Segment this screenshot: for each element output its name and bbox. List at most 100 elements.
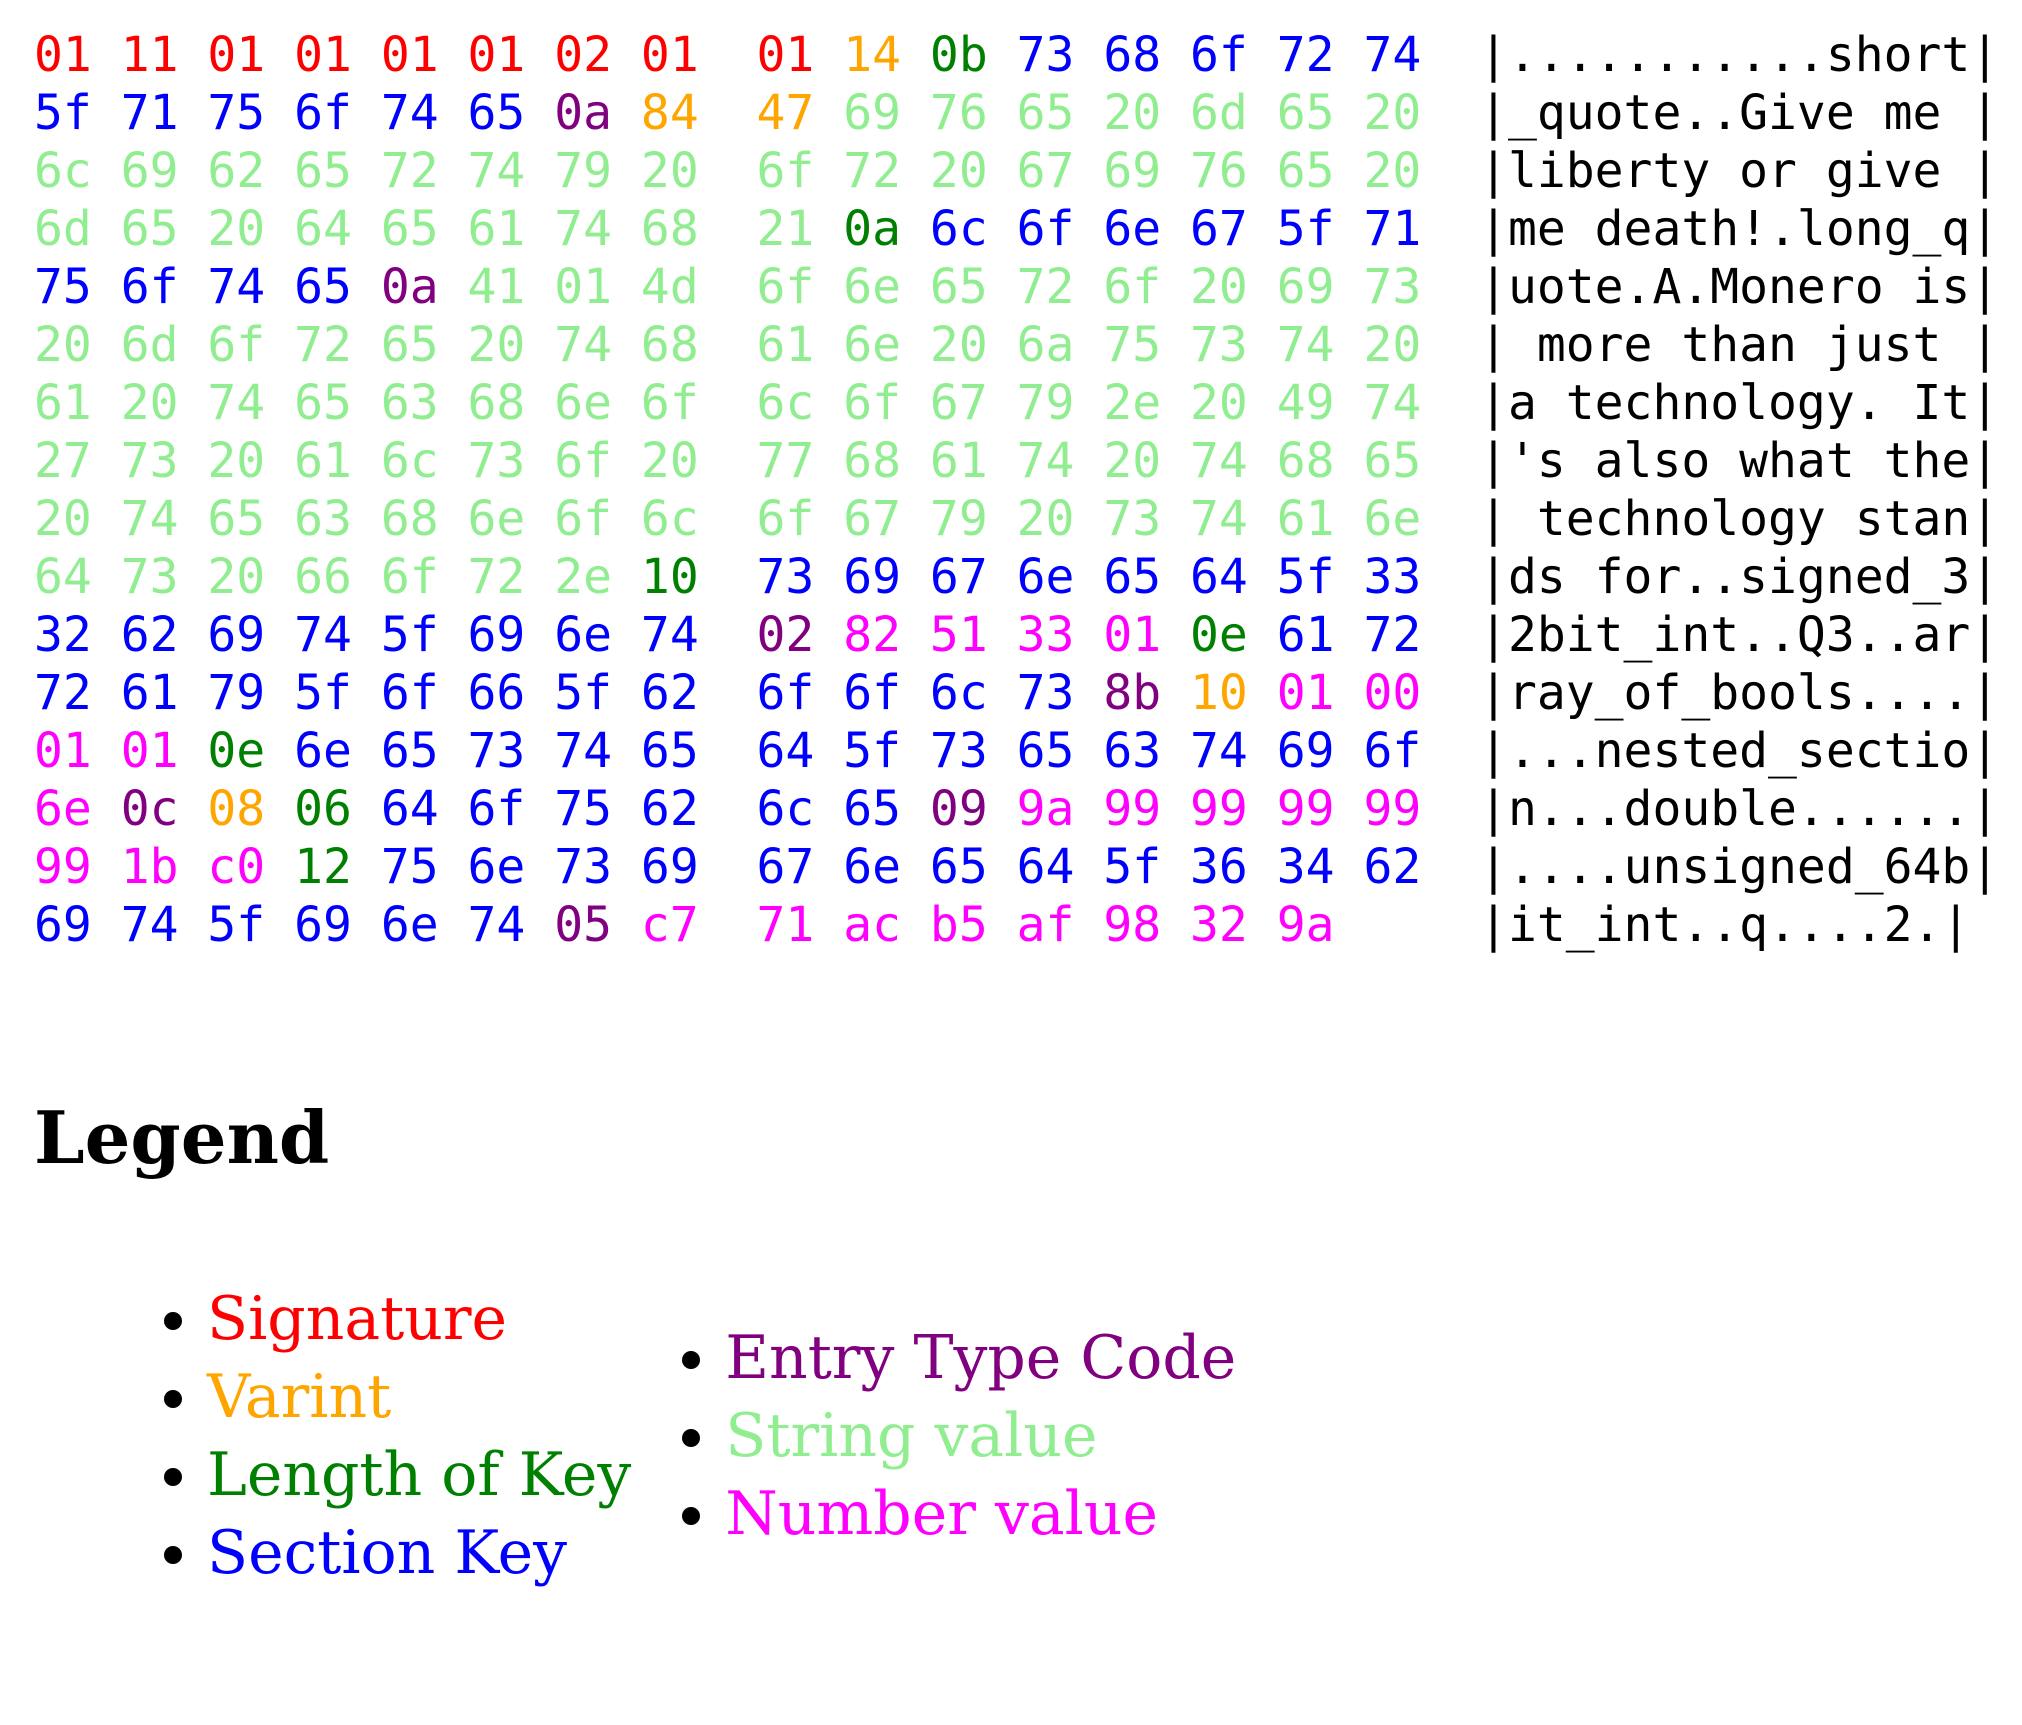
hex-byte: 62 (640, 665, 699, 721)
hex-byte: 74 (1276, 317, 1335, 373)
hex-byte: 64 (756, 723, 815, 779)
ascii-column: |a technology. It| (1479, 375, 2000, 431)
hex-byte: 9a (1276, 897, 1335, 953)
hex-byte: 0c (120, 781, 179, 837)
hex-byte: 5f (380, 607, 439, 663)
hex-byte: 6c (929, 665, 988, 721)
hex-byte: 67 (929, 549, 988, 605)
hex-byte: 62 (640, 781, 699, 837)
hex-byte: 20 (1190, 259, 1248, 315)
hex-byte: 63 (380, 375, 439, 431)
hex-byte: 67 (1016, 143, 1075, 199)
hex-byte: 6f (843, 665, 902, 721)
ascii-column: |....unsigned_64b| (1479, 839, 2000, 895)
hex-row: 6e 0c 08 06 64 6f 75 62 6c 65 09 9a 99 9… (34, 780, 1999, 838)
hex-byte: 65 (380, 723, 439, 779)
hex-byte: 75 (34, 259, 92, 315)
hex-byte: 79 (554, 143, 613, 199)
hex-byte: 61 (467, 201, 526, 257)
hex-byte: 0a (843, 201, 902, 257)
hex-byte: 61 (294, 433, 352, 489)
hex-byte: 65 (120, 201, 179, 257)
hex-byte: 20 (1190, 375, 1248, 431)
hex-byte: 74 (294, 607, 352, 663)
hex-byte: 6f (1190, 27, 1248, 83)
hex-byte: 69 (843, 549, 902, 605)
hex-byte: 6f (756, 491, 815, 547)
hex-byte: 01 (294, 27, 352, 83)
ascii-column: |...nested_sectio| (1479, 723, 2000, 779)
hex-byte: 08 (207, 781, 266, 837)
hex-byte: 4d (640, 259, 699, 315)
hex-byte: 6d (34, 201, 92, 257)
hex-byte: 98 (1103, 897, 1162, 953)
hex-byte: 32 (1190, 897, 1248, 953)
hex-byte: 0a (380, 259, 439, 315)
hex-byte: 41 (467, 259, 526, 315)
hex-byte: 21 (756, 201, 815, 257)
hex-byte: 73 (929, 723, 988, 779)
ascii-column: |liberty or give | (1479, 143, 2000, 199)
ascii-column: |...........short| (1479, 27, 2000, 83)
legend-item: Entry Type Code (725, 1319, 1236, 1397)
hex-byte: 6c (929, 201, 988, 257)
hex-byte: 6e (294, 723, 352, 779)
hex-byte: 6f (756, 665, 815, 721)
hex-byte: 0e (1190, 607, 1248, 663)
hex-byte: 6f (120, 259, 179, 315)
hex-byte: 99 (1363, 781, 1422, 837)
hex-byte: 01 (756, 27, 815, 83)
hex-byte: 73 (120, 549, 179, 605)
hex-byte: 61 (929, 433, 988, 489)
hex-byte: 99 (1276, 781, 1335, 837)
legend-item-label: Varint (207, 1362, 392, 1432)
hex-byte: 74 (554, 201, 613, 257)
hex-byte: 65 (1276, 85, 1335, 141)
hex-byte: 20 (1103, 85, 1162, 141)
legend-list-left: Signature Varint Length of Key Section Key (0, 1280, 631, 1592)
hex-byte: 73 (1016, 665, 1075, 721)
hex-byte: 6e (467, 491, 526, 547)
ascii-column: |_quote..Give me | (1479, 85, 2000, 141)
hex-byte: 8b (1103, 665, 1162, 721)
hex-byte: 62 (120, 607, 179, 663)
hex-byte: 73 (756, 549, 815, 605)
hex-byte: 01 (554, 259, 613, 315)
hex-byte: 73 (1363, 259, 1422, 315)
legend-item: String value (725, 1397, 1236, 1475)
ascii-column: |n...double......| (1479, 781, 2000, 837)
hex-byte: 67 (1190, 201, 1248, 257)
hex-byte: 47 (756, 85, 815, 141)
hex-byte: 75 (207, 85, 266, 141)
hex-byte: 67 (843, 491, 902, 547)
legend-item-label: Length of Key (207, 1440, 632, 1510)
hex-byte: 6f (554, 433, 613, 489)
hex-byte: 74 (1363, 27, 1422, 83)
hex-byte: 6e (1016, 549, 1075, 605)
hex-byte: 20 (929, 317, 988, 373)
hex-byte: 20 (1103, 433, 1162, 489)
hex-byte: 01 (1276, 665, 1335, 721)
hex-byte: 6f (640, 375, 699, 431)
hex-byte: 20 (207, 201, 266, 257)
hex-byte: 64 (34, 549, 92, 605)
hex-byte: 5f (294, 665, 352, 721)
hex-dump: 01 11 01 01 01 01 02 01 01 14 0b 73 68 6… (34, 26, 1999, 954)
hex-byte: 73 (1016, 27, 1075, 83)
hex-byte: 73 (467, 723, 526, 779)
hex-byte: 76 (1190, 143, 1248, 199)
hex-byte: 6f (1103, 259, 1162, 315)
hex-byte: 01 (34, 723, 92, 779)
legend-lists: SignatureVarintLength of KeySection Key … (0, 1280, 1236, 1592)
hex-byte: 20 (1363, 85, 1422, 141)
hex-byte: 20 (640, 433, 699, 489)
hex-byte: 65 (294, 375, 352, 431)
hex-row: 20 6d 6f 72 65 20 74 68 61 6e 20 6a 75 7… (34, 316, 1999, 374)
hex-byte: 67 (929, 375, 988, 431)
hex-byte: 34 (1276, 839, 1335, 895)
hex-byte: 6f (843, 375, 902, 431)
hex-byte: b5 (929, 897, 988, 953)
hex-byte: 69 (467, 607, 526, 663)
hex-byte: 5f (843, 723, 902, 779)
hex-byte: 66 (294, 549, 352, 605)
